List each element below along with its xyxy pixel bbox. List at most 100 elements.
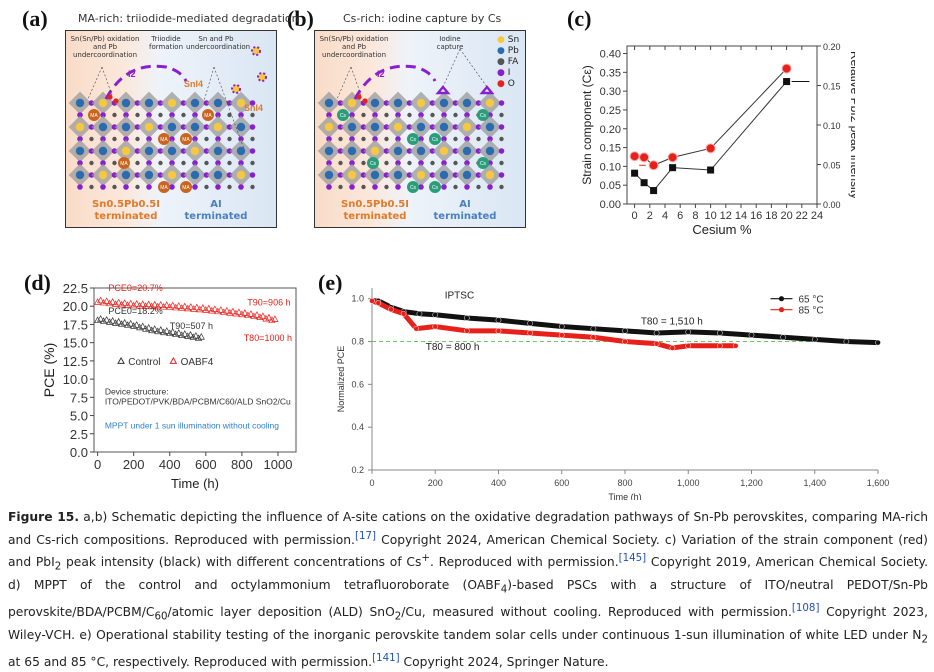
x-tick-label: 20: [780, 210, 792, 222]
superscript: +: [421, 552, 430, 565]
iodine-atom: [215, 112, 221, 118]
pb-atom: [324, 146, 334, 156]
panel-label-c: (c): [567, 6, 592, 31]
fa-atom: [204, 160, 209, 166]
note-undercoordination: Sn and Pb undercoordination: [186, 35, 251, 51]
panel-a-schematic: MA MA MA MA MA MA MA I2 SnI4 SnI4 Sn(Sn/Pb) oxida…: [65, 30, 277, 228]
lattice-a: MA MA MA MA MA MA MA I2 SnI4 SnI4: [68, 46, 267, 193]
y-axis-label: Strain component (Cε): [580, 65, 594, 184]
data-point: [732, 342, 739, 349]
iodine-atom: [383, 148, 390, 154]
annotation-t90-control: T90=507 h: [170, 321, 213, 331]
iodine-atom: [215, 184, 221, 190]
iodine-atom: [88, 148, 95, 154]
iodine-atom: [169, 112, 175, 118]
legend-marker: [778, 296, 785, 302]
panel-label-b: (b): [287, 6, 314, 31]
sn-atom: [236, 170, 246, 180]
pb-atom: [144, 170, 154, 180]
i2-label: I2: [377, 69, 385, 79]
iodine-atom: [111, 172, 118, 178]
data-point: [157, 301, 165, 308]
data-point: [154, 327, 162, 335]
data-point: [413, 325, 420, 332]
iodine-atom: [372, 112, 378, 118]
data-point: [464, 315, 470, 321]
pb-atom: [167, 146, 177, 156]
cation-label: Cs: [410, 137, 417, 143]
chart-title: IPTSC: [445, 291, 474, 302]
pb-atom: [213, 146, 223, 156]
iodine-atom: [192, 184, 198, 190]
iodine-atom: [464, 136, 470, 142]
legend-label: 65 °C: [798, 295, 823, 306]
caption-text: Copyright 2024, American Chemical Societ…: [8, 532, 928, 570]
citation-145[interactable]: [145]: [618, 552, 647, 565]
data-point: [106, 299, 114, 307]
iodine-atom: [349, 112, 355, 118]
oxygen-atom: [113, 98, 119, 104]
iodine-atom: [123, 112, 129, 118]
data-point: [148, 326, 156, 334]
figure-label: Figure 15.: [8, 510, 79, 524]
y-tick-label: 0.6: [351, 379, 364, 389]
data-point: [843, 338, 850, 345]
y-tick-label: 12.5: [63, 354, 88, 369]
data-point: [811, 336, 818, 343]
fa-atom: [112, 184, 117, 190]
iodine-atom: [395, 184, 401, 190]
citation-141[interactable]: [141]: [372, 652, 400, 665]
y2-tick-label: 0.00: [823, 200, 841, 210]
series-line-1: [634, 81, 787, 192]
fa-atom: [499, 160, 504, 166]
data-point: [193, 303, 201, 311]
x-axis-label: Time (h): [608, 492, 641, 500]
iodine-atom: [383, 172, 390, 178]
pb-atom: [167, 122, 177, 132]
cation-label: MA: [182, 185, 190, 191]
data-point: [369, 297, 375, 304]
fa-atom: [338, 160, 343, 166]
iodine-atom: [134, 148, 141, 154]
iodine-atom: [134, 172, 141, 178]
iodine-atom: [429, 100, 436, 106]
data-point: [259, 312, 267, 319]
cation-ma: [180, 181, 192, 193]
citation-108[interactable]: [108]: [791, 602, 820, 615]
panel-label-e: (e): [318, 270, 343, 295]
pb-atom: [462, 170, 472, 180]
data-point: [223, 306, 231, 314]
y2-tick-label: 0.20: [823, 42, 841, 52]
y-tick-label: 0.40: [600, 49, 621, 61]
fa-atom: [227, 160, 232, 166]
note-iodine-capture: Iodine capture: [436, 35, 464, 51]
data-point: [375, 300, 382, 306]
data-point: [400, 310, 407, 317]
data-point: [186, 331, 195, 338]
data-point: [139, 300, 147, 307]
fa-atom: [407, 112, 412, 118]
data-point: [142, 302, 150, 309]
pb-atom: [485, 122, 495, 132]
data-point: [94, 298, 102, 305]
x-tick-label: 0: [369, 478, 374, 488]
annotation-pce0-control: PCE0=18.2%: [108, 306, 162, 316]
data-point: [669, 345, 676, 351]
iodine-atom: [452, 172, 459, 178]
citation-17[interactable]: [17]: [354, 529, 377, 542]
sn-atom: [213, 122, 223, 132]
note-oxidation: Sn(Sn/Pb) oxidation and Pb undercoordina…: [319, 35, 389, 59]
captured-iodine: [435, 85, 451, 95]
sn-atom: [167, 98, 177, 108]
pb-atom: [485, 146, 495, 156]
data-point: [175, 302, 183, 309]
sn-atom: [347, 98, 357, 108]
x-tick-label: 10: [704, 210, 716, 222]
data-point: [97, 315, 105, 322]
fa-atom: [250, 136, 255, 142]
pb-atom: [462, 98, 472, 108]
chart-d: 0 200 400 600 800 1000 0.0 2.5 5.0 7.5 10.0 12.5 15.…: [41, 281, 297, 491]
y-tick-label: 7.5: [70, 390, 88, 405]
caption-text: . Reproduced with permission.: [429, 555, 619, 570]
cation-label: Cs: [410, 185, 417, 191]
